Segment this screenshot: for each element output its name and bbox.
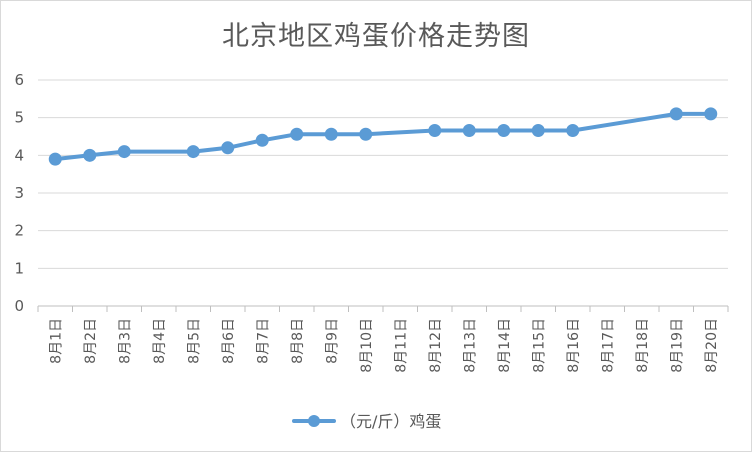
series-line <box>53 111 713 162</box>
data-point <box>704 107 718 121</box>
x-tick-label: 8月8日 <box>290 318 306 364</box>
x-tick-label: 8月2日 <box>83 318 99 364</box>
x-tick-label: 8月1日 <box>48 318 64 364</box>
x-tick-label: 8月4日 <box>152 318 168 364</box>
y-tick-label: 2 <box>14 222 24 240</box>
data-point <box>117 145 131 159</box>
data-point <box>669 107 683 121</box>
y-axis: 0 1 2 3 4 5 6 <box>14 71 24 315</box>
data-point <box>83 148 97 162</box>
x-tick-label: 8月17日 <box>600 318 616 373</box>
data-point <box>186 145 200 159</box>
gridlines <box>38 79 728 269</box>
data-point <box>324 127 338 141</box>
x-axis: 8月1日 8月2日 8月3日 8月4日 8月5日 8月6日 8月7日 8月8日 8月9日 8月10… <box>37 305 729 373</box>
x-tick-label: 8月6日 <box>221 318 237 364</box>
y-tick-label: 1 <box>14 259 24 277</box>
x-tick-label: 8月20日 <box>704 318 720 373</box>
x-tick-label: 8月9日 <box>324 318 340 364</box>
x-tick-label: 8月19日 <box>669 318 685 373</box>
x-tick-label: 8月3日 <box>117 318 133 364</box>
y-tick-label: 5 <box>14 109 24 127</box>
data-point <box>428 123 442 137</box>
data-point <box>255 133 269 147</box>
data-point <box>462 123 476 137</box>
x-tick-label: 8月10日 <box>359 318 375 373</box>
x-tick-label: 8月13日 <box>462 318 478 373</box>
data-point <box>48 152 62 166</box>
x-tick-label: 8月11日 <box>393 318 409 373</box>
data-point <box>359 127 373 141</box>
y-tick-label: 6 <box>14 71 24 89</box>
x-tick-label: 8月16日 <box>566 318 582 373</box>
data-point <box>566 123 580 137</box>
x-tick-label: 8月7日 <box>255 318 271 364</box>
series-layer <box>48 107 718 166</box>
x-tick-label: 8月14日 <box>497 318 513 373</box>
legend-marker <box>308 415 320 427</box>
legend: （元/斤）鸡蛋 <box>292 412 441 431</box>
x-tick-label: 8月18日 <box>635 318 651 373</box>
data-point <box>531 123 545 137</box>
y-tick-label: 4 <box>14 146 24 164</box>
chart-title: 北京地区鸡蛋价格走势图 <box>222 21 530 52</box>
x-tick-label: 8月15日 <box>531 318 547 373</box>
data-point <box>290 127 304 141</box>
x-tick-label: 8月12日 <box>428 318 444 373</box>
legend-label: （元/斤）鸡蛋 <box>340 412 441 431</box>
y-tick-label: 3 <box>14 184 24 202</box>
data-point <box>497 123 511 137</box>
y-tick-label: 0 <box>14 297 24 315</box>
data-point <box>221 141 235 155</box>
x-tick-label: 8月5日 <box>186 318 202 364</box>
